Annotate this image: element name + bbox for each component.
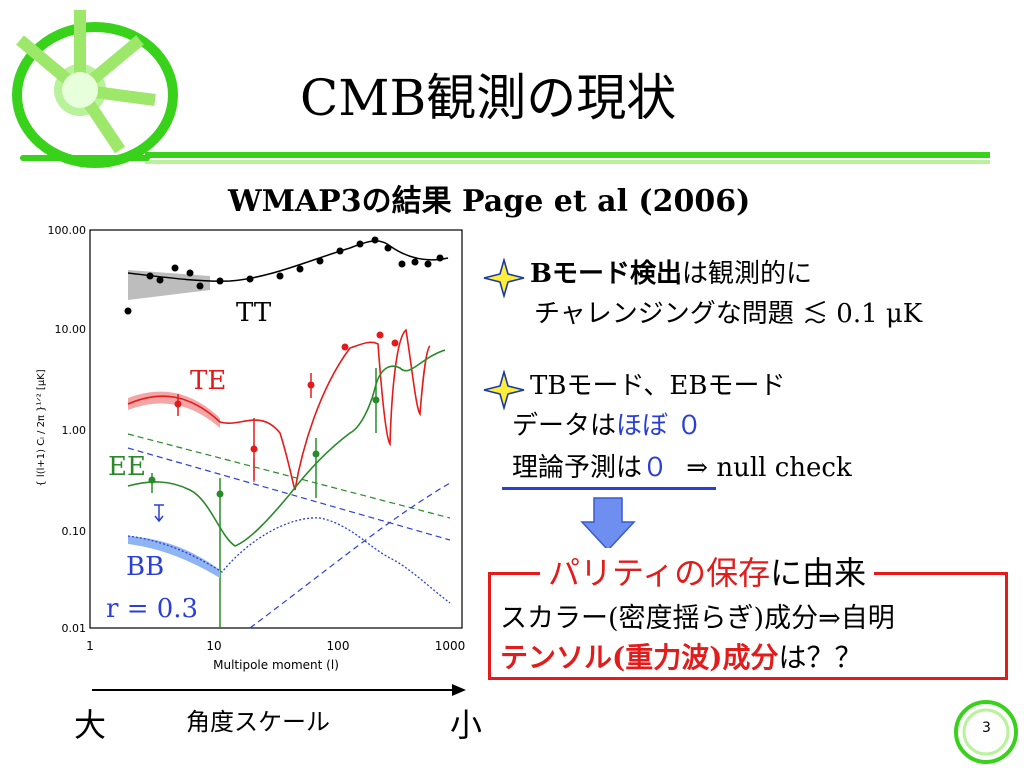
page-number-badge — [954, 700, 1018, 764]
bullet-1-line-1: Bモード検出は観測的に — [530, 256, 812, 292]
scalar-line: スカラー(密度揺らぎ)成分⇒自明 — [500, 603, 895, 634]
theory-zero-text: ０ — [642, 453, 669, 483]
title-divider-light — [145, 160, 990, 164]
x-tick-label: 1 — [86, 639, 94, 653]
slide-subtitle: WMAP3の結果 Page et al (2006) — [228, 184, 751, 219]
x-tick-label: 10 — [206, 639, 221, 653]
te-band — [128, 391, 220, 428]
tensor-component-text: テンソル(重力波)成分 — [500, 641, 779, 674]
tensor-ratio-label: r = 0.3 — [106, 594, 199, 624]
ee-data-points — [148, 368, 380, 628]
y-tick-label: 100.00 — [48, 224, 87, 237]
tt-model-curve — [127, 240, 449, 282]
bb-band — [128, 536, 220, 578]
star-bullet-icon — [483, 258, 525, 298]
x-tick-label: 100 — [327, 639, 350, 653]
data-text: データは — [512, 411, 617, 441]
underline-bar — [502, 487, 716, 490]
y-tick-label: 0.10 — [62, 525, 87, 538]
origin-text: に由来 — [770, 554, 867, 592]
title-divider — [145, 152, 990, 158]
theory-text: 理論予測は — [512, 453, 643, 483]
x-axis-label: Multipole moment (l) — [213, 658, 339, 672]
parity-box-heading: パリティの保存に由来 — [540, 548, 875, 594]
page-number: 3 — [982, 720, 991, 736]
tt-label: TT — [236, 298, 272, 328]
star-bullet-icon — [483, 370, 525, 410]
bb-upper-limit-arrow — [154, 504, 164, 523]
large-scale-label: 大 — [74, 706, 107, 744]
bullet-2-line-1: TBモード、EBモード — [530, 371, 786, 401]
angular-scale-arrow — [92, 684, 466, 696]
bb-lensing-dashed — [249, 482, 451, 629]
title-divider-stub — [20, 155, 150, 161]
te-label: TE — [190, 366, 227, 396]
b-mode-detection-text: Bモード検出 — [530, 259, 682, 289]
logo-graphic — [12, 10, 178, 168]
bb-foreground-dashed — [127, 447, 451, 541]
y-tick-label: 10.00 — [55, 323, 87, 336]
bullet-1-line-2: チャレンジングな問題 ≲ 0.1 μK — [534, 296, 922, 332]
null-check-text: ⇒ null check — [686, 453, 852, 483]
bb-model-curve — [127, 517, 451, 604]
page-title: CMB観測の現状 — [300, 69, 677, 127]
plot-frame — [89, 229, 463, 629]
bullet-1-rest: は観測的に — [681, 259, 812, 289]
x-tick-label: 1000 — [435, 639, 466, 653]
down-arrow-icon — [580, 497, 636, 552]
ee-label: EE — [108, 452, 146, 482]
question-text: は？？ — [778, 641, 863, 674]
ee-model-curve — [127, 349, 446, 547]
bullet-2-line-2: データはほぼ ０ — [512, 408, 702, 444]
tensor-line: テンソル(重力波)成分は？？ — [500, 636, 863, 676]
y-tick-label: 1.00 — [62, 424, 87, 437]
challenge-text: チャレンジングな問題 — [534, 299, 794, 329]
power-spectrum-plot: 100.00 10.00 1.00 0.10 0.01 1 10 100 100… — [36, 224, 466, 672]
angular-scale-label: 角度スケール — [186, 708, 330, 736]
bb-label: BB — [126, 552, 165, 582]
bullet-2-line-3: 理論予測は０ ⇒ null check — [512, 450, 852, 486]
ee-foreground-dashed — [127, 433, 451, 519]
almost-zero-text: ほぼ ０ — [616, 411, 703, 441]
y-axis-label: { l(l+1) Cₗ / 2π }¹ᐟ² [μK] — [36, 369, 47, 486]
tt-data-points — [124, 236, 444, 315]
te-model-curve — [127, 328, 431, 491]
parity-conservation-text: パリティの保存 — [548, 554, 771, 592]
y-tick-label: 0.01 — [62, 622, 87, 635]
small-scale-label: 小 — [450, 706, 483, 744]
sensitivity-limit: ≲ 0.1 μK — [802, 299, 923, 329]
